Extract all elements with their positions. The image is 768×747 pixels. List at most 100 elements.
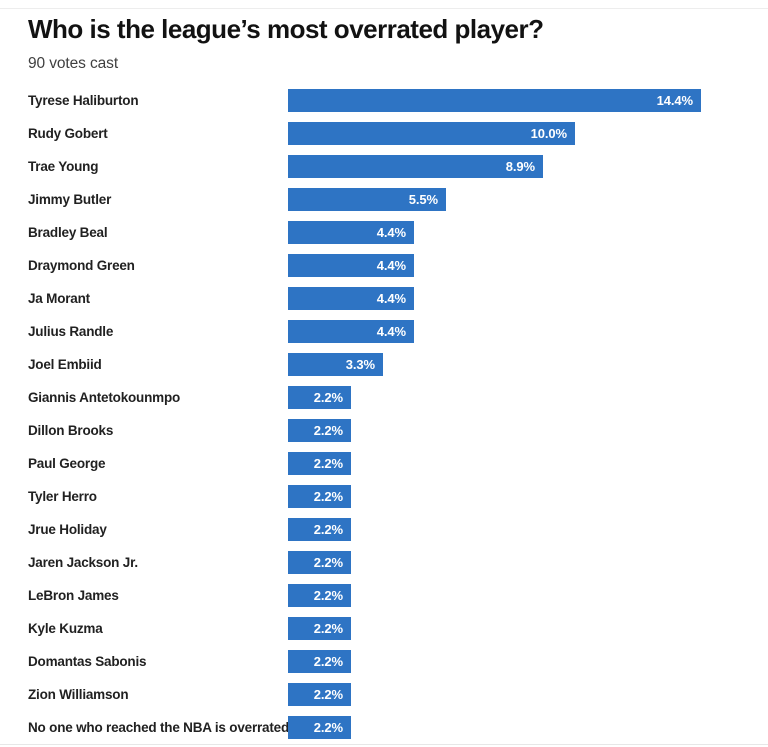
chart-row: Julius Randle 4.4%	[28, 315, 768, 348]
vote-bar: 2.2%	[288, 419, 351, 443]
top-divider	[0, 8, 768, 9]
bar-area: 14.4%	[288, 89, 768, 113]
player-label: Zion Williamson	[28, 687, 129, 703]
player-label: Tyler Herro	[28, 489, 97, 505]
vote-percentage-label: 2.2%	[313, 456, 343, 472]
chart-title: Who is the league’s most overrated playe…	[28, 14, 544, 44]
vote-percentage-label: 2.2%	[313, 522, 343, 538]
vote-percentage-label: 8.9%	[505, 159, 535, 175]
bar-area: 2.2%	[288, 584, 768, 608]
player-label: Ja Morant	[28, 291, 90, 307]
chart-row: Tyler Herro 2.2%	[28, 480, 768, 513]
chart-row: Jaren Jackson Jr. 2.2%	[28, 546, 768, 579]
vote-bar: 5.5%	[288, 188, 446, 212]
vote-bar: 2.2%	[288, 551, 351, 575]
chart-row: No one who reached the NBA is overrated …	[28, 711, 768, 744]
chart-row: Rudy Gobert 10.0%	[28, 117, 768, 150]
bar-area: 3.3%	[288, 353, 768, 377]
player-label: Bradley Beal	[28, 225, 108, 241]
bar-area: 2.2%	[288, 386, 768, 410]
vote-bar: 2.2%	[288, 386, 351, 410]
bar-area: 8.9%	[288, 155, 768, 179]
chart-row: Jrue Holiday 2.2%	[28, 513, 768, 546]
chart-row: Bradley Beal 4.4%	[28, 216, 768, 249]
vote-bar: 2.2%	[288, 683, 351, 707]
bar-area: 2.2%	[288, 551, 768, 575]
bar-area: 2.2%	[288, 485, 768, 509]
vote-percentage-label: 2.2%	[313, 390, 343, 406]
player-label: Rudy Gobert	[28, 126, 108, 142]
vote-bar: 2.2%	[288, 650, 351, 674]
player-label: Trae Young	[28, 159, 99, 175]
chart-row: Trae Young 8.9%	[28, 150, 768, 183]
chart-row: Zion Williamson 2.2%	[28, 678, 768, 711]
vote-bar: 3.3%	[288, 353, 383, 377]
vote-percentage-label: 14.4%	[656, 93, 693, 109]
vote-bar: 2.2%	[288, 716, 351, 740]
player-label: Dillon Brooks	[28, 423, 114, 439]
bar-chart-rows: Tyrese Haliburton 14.4% Rudy Gobert 10.0…	[28, 84, 768, 744]
player-label: Jimmy Butler	[28, 192, 112, 208]
vote-bar: 2.2%	[288, 518, 351, 542]
vote-percentage-label: 3.3%	[345, 357, 375, 373]
vote-bar: 2.2%	[288, 452, 351, 476]
player-label: Paul George	[28, 456, 106, 472]
poll-result-chart: Who is the league’s most overrated playe…	[28, 0, 768, 744]
vote-percentage-label: 4.4%	[376, 225, 406, 241]
chart-row: Joel Embiid 3.3%	[28, 348, 768, 381]
chart-row: Dillon Brooks 2.2%	[28, 414, 768, 447]
player-label: No one who reached the NBA is overrated	[28, 720, 288, 736]
player-label: Joel Embiid	[28, 357, 102, 373]
chart-row: Jimmy Butler 5.5%	[28, 183, 768, 216]
bar-area: 2.2%	[288, 419, 768, 443]
chart-row: Giannis Antetokounmpo 2.2%	[28, 381, 768, 414]
bar-area: 4.4%	[288, 254, 768, 278]
chart-row: Draymond Green 4.4%	[28, 249, 768, 282]
vote-bar: 2.2%	[288, 485, 351, 509]
player-label: Jaren Jackson Jr.	[28, 555, 138, 571]
bar-area: 2.2%	[288, 716, 768, 740]
chart-row: LeBron James 2.2%	[28, 579, 768, 612]
player-label: Kyle Kuzma	[28, 621, 103, 637]
bar-area: 2.2%	[288, 683, 768, 707]
player-label: Tyrese Haliburton	[28, 93, 139, 109]
bottom-divider	[0, 744, 768, 745]
vote-percentage-label: 4.4%	[376, 324, 406, 340]
bar-area: 2.2%	[288, 518, 768, 542]
bar-area: 4.4%	[288, 221, 768, 245]
player-label: Draymond Green	[28, 258, 135, 274]
chart-row: Ja Morant 4.4%	[28, 282, 768, 315]
vote-bar: 2.2%	[288, 584, 351, 608]
chart-row: Kyle Kuzma 2.2%	[28, 612, 768, 645]
bar-area: 10.0%	[288, 122, 768, 146]
vote-percentage-label: 4.4%	[376, 291, 406, 307]
vote-percentage-label: 2.2%	[313, 621, 343, 637]
bar-area: 2.2%	[288, 617, 768, 641]
bar-area: 2.2%	[288, 650, 768, 674]
player-label: LeBron James	[28, 588, 119, 604]
vote-percentage-label: 2.2%	[313, 588, 343, 604]
vote-bar: 14.4%	[288, 89, 701, 113]
vote-percentage-label: 5.5%	[408, 192, 438, 208]
vote-percentage-label: 2.2%	[313, 720, 343, 736]
vote-bar: 4.4%	[288, 221, 414, 245]
vote-bar: 2.2%	[288, 617, 351, 641]
player-label: Jrue Holiday	[28, 522, 107, 538]
chart-row: Tyrese Haliburton 14.4%	[28, 84, 768, 117]
bar-area: 4.4%	[288, 287, 768, 311]
vote-percentage-label: 10.0%	[530, 126, 567, 142]
vote-bar: 4.4%	[288, 320, 414, 344]
player-label: Domantas Sabonis	[28, 654, 147, 670]
vote-bar: 10.0%	[288, 122, 575, 146]
chart-row: Paul George 2.2%	[28, 447, 768, 480]
bar-area: 4.4%	[288, 320, 768, 344]
vote-bar: 4.4%	[288, 254, 414, 278]
vote-percentage-label: 2.2%	[313, 489, 343, 505]
vote-bar: 8.9%	[288, 155, 543, 179]
vote-percentage-label: 4.4%	[376, 258, 406, 274]
vote-percentage-label: 2.2%	[313, 555, 343, 571]
bar-area: 2.2%	[288, 452, 768, 476]
vote-percentage-label: 2.2%	[313, 654, 343, 670]
chart-row: Domantas Sabonis 2.2%	[28, 645, 768, 678]
bar-area: 5.5%	[288, 188, 768, 212]
